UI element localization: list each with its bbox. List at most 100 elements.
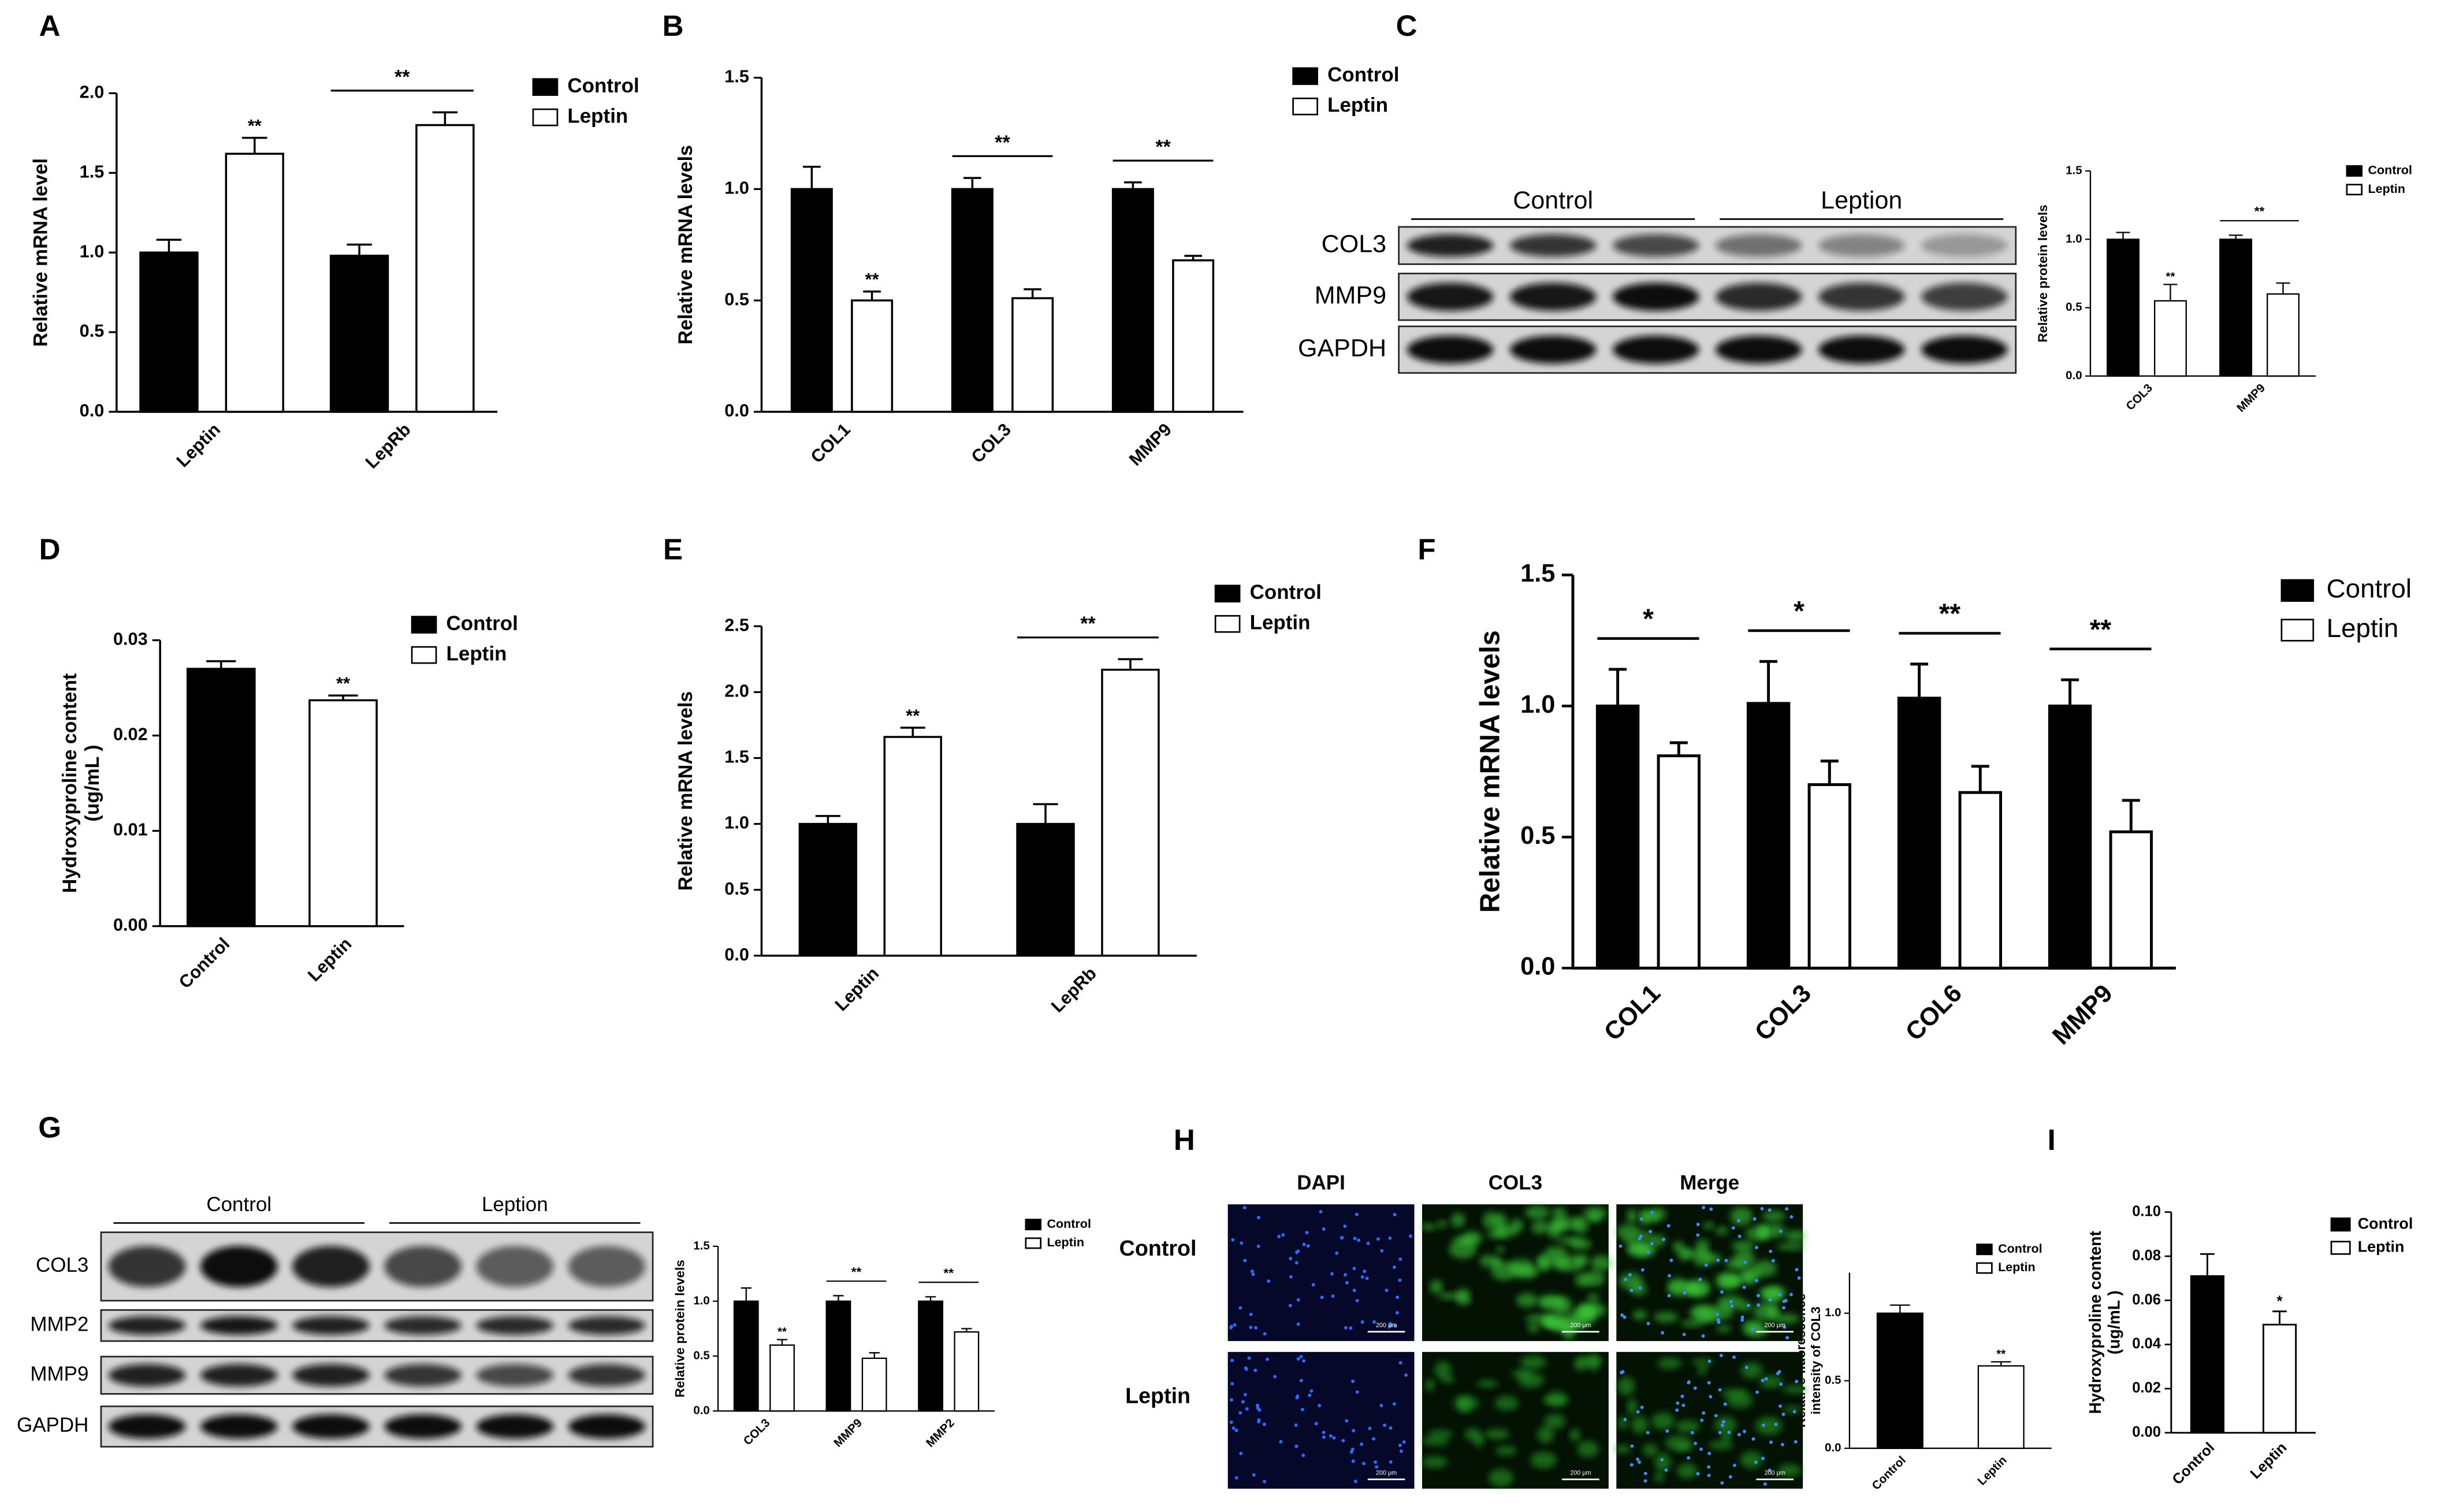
significance-mark: * (1794, 596, 1805, 627)
nucleus (1707, 1360, 1712, 1363)
x-tick-label: COL3 (1750, 980, 1817, 1047)
nucleus (1398, 1443, 1402, 1447)
y-tick-label: 0.5 (80, 321, 105, 341)
cell-signal (1742, 1320, 1762, 1335)
nucleus (1372, 1437, 1376, 1441)
nucleus (1295, 1250, 1299, 1254)
cell-signal (1681, 1250, 1699, 1258)
nucleus (1639, 1234, 1643, 1238)
bar (2048, 704, 2092, 970)
cell-signal (1759, 1286, 1787, 1297)
nucleus (1277, 1235, 1281, 1238)
nucleus (1383, 1423, 1386, 1427)
bar (825, 1300, 851, 1412)
nucleus (1340, 1235, 1344, 1239)
nucleus (1345, 1419, 1349, 1423)
cell-signal (1657, 1357, 1682, 1369)
nucleus (1294, 1261, 1299, 1265)
blot-row-label: GAPDH (17, 1414, 88, 1436)
nucleus (1402, 1440, 1406, 1444)
cell-signal (1536, 1254, 1561, 1269)
blot-band (568, 1414, 646, 1439)
significance-mark: ** (1996, 1347, 2006, 1361)
cell-signal (1727, 1392, 1753, 1408)
bar (769, 1344, 795, 1412)
scale-bar-label: 200 μm (1765, 1470, 1785, 1477)
panel-letter: F (1417, 533, 1435, 566)
cell-signal (1723, 1278, 1742, 1284)
legend-label: Control (2358, 1215, 2413, 1232)
x-tick-label: LepRb (362, 420, 414, 472)
cell-signal (1672, 1241, 1683, 1252)
y-tick-label: 1.5 (693, 1239, 709, 1252)
significance-mark: ** (995, 132, 1010, 154)
bar (1172, 259, 1215, 413)
legend-swatch (1214, 584, 1241, 603)
nucleus (1355, 1299, 1359, 1302)
blot-band (1818, 282, 1905, 311)
bar (1897, 697, 1941, 970)
bar (1016, 822, 1075, 957)
y-tick-label: 0.5 (1520, 822, 1555, 850)
cell-signal (1510, 1219, 1524, 1233)
cell-signal (1716, 1325, 1732, 1332)
cell-signal (1651, 1412, 1675, 1430)
cell-signal (1740, 1451, 1763, 1469)
blot-band (1921, 234, 2008, 257)
nucleus (1629, 1463, 1634, 1467)
nucleus (1687, 1380, 1691, 1384)
cell-signal (1725, 1258, 1745, 1270)
x-tick-label: COL1 (807, 420, 854, 467)
bar (954, 1331, 980, 1412)
cell-signal (1422, 1456, 1448, 1468)
panel-letter: C (1396, 9, 1417, 42)
y-tick-label: 0.5 (2066, 300, 2082, 314)
cell-signal (1680, 1320, 1705, 1327)
bar (225, 152, 284, 413)
blot-band (384, 1316, 462, 1335)
nucleus (1349, 1450, 1353, 1454)
nucleus (1638, 1460, 1641, 1464)
x-tick-label: COL3 (2123, 381, 2155, 413)
cell-signal (1631, 1416, 1649, 1434)
nucleus (1355, 1212, 1359, 1216)
nucleus (1731, 1226, 1735, 1230)
y-tick-label: 1.0 (1520, 691, 1555, 718)
nucleus (1322, 1435, 1326, 1439)
nucleus (1668, 1273, 1671, 1278)
nucleus (1623, 1315, 1627, 1319)
cell-signal (1714, 1416, 1737, 1433)
significance-mark: ** (2090, 615, 2112, 645)
y-tick-label: 0.03 (113, 630, 148, 649)
significance-mark: ** (943, 1266, 954, 1280)
blot-band (1407, 282, 1494, 311)
nucleus (1295, 1396, 1299, 1400)
cell-signal (1688, 1283, 1698, 1294)
bar (1011, 297, 1054, 413)
x-tick-label: COL6 (1900, 980, 1967, 1047)
blot-band (1921, 336, 2008, 364)
nucleus (1311, 1283, 1315, 1287)
image-row-label: Control (1119, 1236, 1197, 1260)
cell-signal (1584, 1271, 1605, 1287)
y-axis-label: Hydroxyproline content (2086, 1231, 2104, 1414)
y-tick-label: 0.00 (2132, 1424, 2161, 1440)
cell-signal (1509, 1258, 1535, 1272)
blot-band (200, 1414, 278, 1439)
nucleus (1667, 1294, 1671, 1298)
nucleus (1681, 1403, 1686, 1407)
nucleus (1718, 1431, 1722, 1435)
nucleus (1294, 1423, 1298, 1427)
cell-signal (1632, 1310, 1647, 1320)
cell-signal (1697, 1366, 1707, 1375)
nucleus (1707, 1473, 1711, 1477)
blot-strip (100, 1309, 654, 1342)
blot-strip (1398, 273, 2017, 321)
bar (883, 736, 942, 957)
cell-signal (1740, 1267, 1761, 1282)
y-tick-label: 0.0 (1520, 953, 1555, 981)
cell-signal (1547, 1220, 1560, 1239)
cell-signal (1755, 1416, 1783, 1435)
y-tick-label: 2.0 (724, 681, 749, 701)
